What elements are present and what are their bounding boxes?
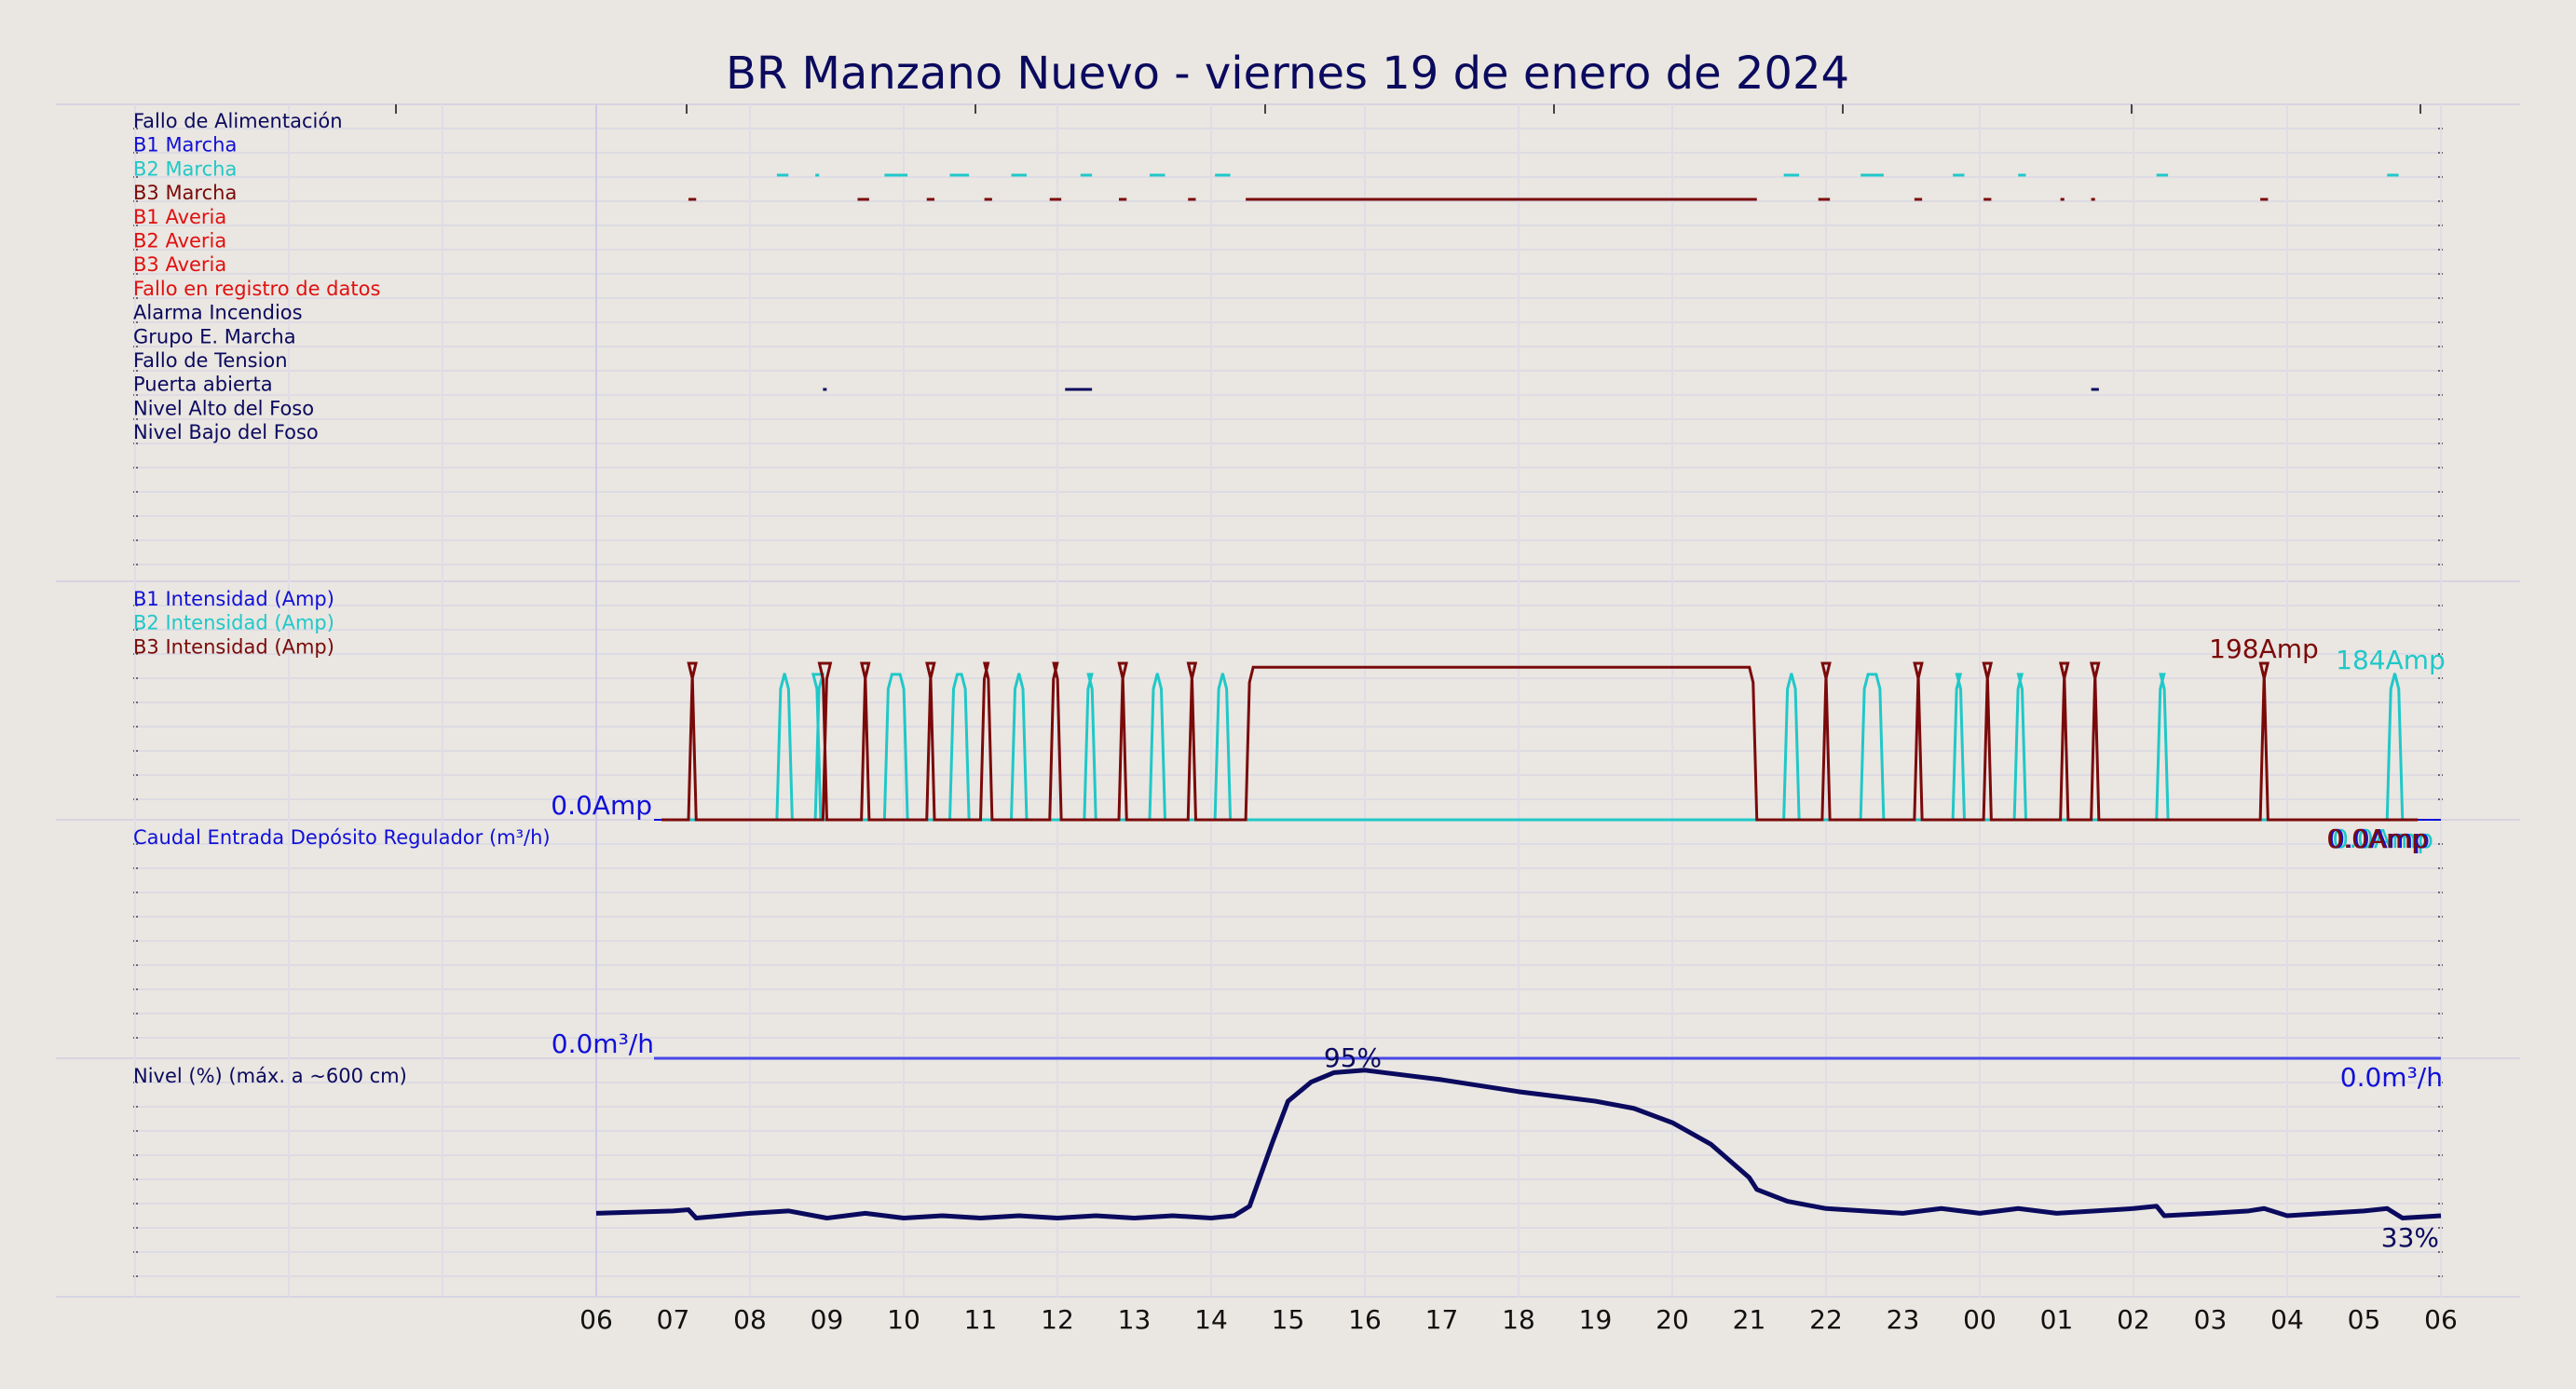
legend-entry: B3 Averia — [133, 253, 226, 276]
b3-intensity-line — [661, 661, 2419, 822]
x-tick-label: 09 — [811, 1304, 844, 1335]
x-tick-label: 15 — [1272, 1304, 1305, 1335]
b2-max-label: 184Amp — [2336, 645, 2446, 675]
legend-entry: B1 Intensidad (Amp) — [133, 588, 334, 610]
x-tick-label: 06 — [2424, 1304, 2458, 1335]
legend-entry: Nivel Alto del Foso — [133, 397, 314, 419]
b1-end-label: 0.0Amp — [2328, 824, 2430, 854]
legend-entry: B1 Marcha — [133, 134, 237, 157]
legend-entry: B3 Marcha — [133, 182, 237, 204]
legend-entry: B2 Intensidad (Amp) — [133, 612, 334, 634]
b2-intensity-line — [661, 673, 2419, 822]
x-tick-label: 11 — [964, 1304, 998, 1335]
legend-entry: B3 Intensidad (Amp) — [133, 635, 334, 658]
plot-series — [595, 173, 2442, 1221]
x-tick-label: 23 — [1887, 1304, 1920, 1335]
legend-entry: Fallo en registro de datos — [133, 278, 380, 300]
x-tick-label: 17 — [1425, 1304, 1459, 1335]
chart-title: BR Manzano Nuevo - viernes 19 de enero d… — [726, 48, 1849, 100]
legend-entry: B1 Averia — [133, 206, 226, 228]
legend-entry: B2 Marcha — [133, 157, 237, 180]
x-tick-label: 14 — [1194, 1304, 1228, 1335]
nivel-end-label: 33% — [2381, 1222, 2439, 1253]
b2-end-label: 0.0Amp — [2332, 824, 2433, 854]
legend-entry: Puerta abierta — [133, 374, 273, 396]
x-tick-label: 03 — [2194, 1304, 2228, 1335]
legend-entry: B2 Averia — [133, 230, 226, 252]
b1-start-label: 0.0Amp — [551, 790, 652, 821]
b3-end-label: 0.0Amp — [2326, 824, 2428, 854]
x-tick-label: 12 — [1041, 1304, 1074, 1335]
x-tick-label: 10 — [887, 1304, 920, 1335]
legend-entry: Nivel (%) (máx. a ~600 cm) — [133, 1065, 407, 1087]
x-tick-label: 05 — [2348, 1304, 2381, 1335]
x-tick-label: 16 — [1348, 1304, 1382, 1335]
x-tick-label: 04 — [2270, 1304, 2304, 1335]
x-tick-label: 18 — [1502, 1304, 1535, 1335]
legend-entry: Grupo E. Marcha — [133, 325, 296, 347]
caudal-start-label: 0.0m³/h — [552, 1028, 654, 1059]
x-tick-label: 20 — [1656, 1304, 1689, 1335]
x-tick-label: 21 — [1733, 1304, 1766, 1335]
x-tick-label: 22 — [1809, 1304, 1843, 1335]
caudal-end-label: 0.0m³/h — [2340, 1062, 2443, 1093]
x-tick-label: 08 — [733, 1304, 767, 1335]
nivel-line — [595, 1068, 2442, 1221]
legend-entry: Fallo de Tension — [133, 349, 288, 372]
x-tick-label: 01 — [2040, 1304, 2074, 1335]
x-tick-label: 06 — [579, 1304, 613, 1335]
x-tick-label: 00 — [1963, 1304, 1997, 1335]
legend-entry: Alarma Incendios — [133, 302, 303, 324]
x-tick-label: 02 — [2117, 1304, 2150, 1335]
x-axis: 06 07 08 09 10 11 12 13 14 15 16 17 18 19 20 21 22 23 00 01… — [579, 1304, 2458, 1335]
x-tick-label: 19 — [1579, 1304, 1613, 1335]
b3-max-label: 198Amp — [2209, 633, 2319, 664]
legend-entry: Fallo de Alimentación — [133, 110, 343, 132]
legend-entry: Nivel Bajo del Foso — [133, 421, 319, 443]
x-tick-label: 13 — [1118, 1304, 1152, 1335]
x-tick-label: 07 — [657, 1304, 690, 1335]
nivel-max-label: 95% — [1324, 1042, 1382, 1073]
legend-entry: Caudal Entrada Depósito Regulador (m³/h) — [133, 826, 551, 849]
